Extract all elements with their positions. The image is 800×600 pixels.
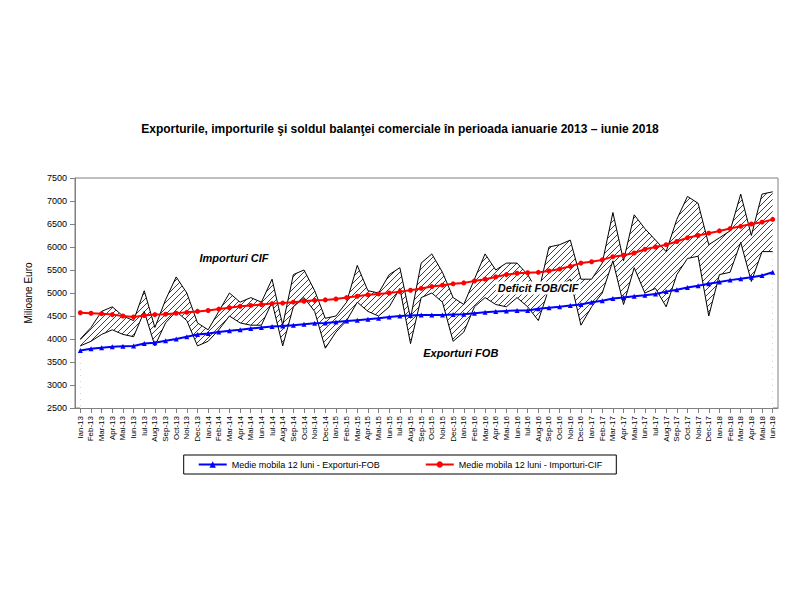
svg-text:Dec-16: Dec-16 [576,415,585,441]
svg-text:Dec-13: Dec-13 [193,415,202,441]
svg-text:Oct-13: Oct-13 [172,415,181,440]
svg-text:Milioane Euro: Milioane Euro [23,262,34,324]
svg-text:Ian-14: Ian-14 [204,415,213,438]
svg-text:Sep-13: Sep-13 [161,415,170,441]
svg-text:Dec-17: Dec-17 [704,415,713,441]
svg-text:Sep-16: Sep-16 [544,415,553,441]
svg-text:Dec-14: Dec-14 [321,415,330,441]
svg-text:Sep-14: Sep-14 [289,415,298,441]
svg-text:Oct-17: Oct-17 [683,415,692,440]
svg-text:Deficit FOB/CIF: Deficit FOB/CIF [498,282,579,294]
svg-text:Ian-13: Ian-13 [76,415,85,438]
svg-text:Mai-13: Mai-13 [118,415,127,440]
svg-text:Apr-18: Apr-18 [747,415,756,440]
svg-text:Importuri CIF: Importuri CIF [199,252,268,264]
svg-text:3000: 3000 [47,380,67,390]
svg-text:Ian-16: Ian-16 [459,415,468,438]
svg-text:Aug-15: Aug-15 [406,415,415,441]
svg-text:Feb-16: Feb-16 [470,415,479,441]
svg-text:Mai-16: Mai-16 [502,415,511,440]
svg-text:Iul-13: Iul-13 [140,415,149,436]
svg-text:Sep-17: Sep-17 [672,415,681,441]
svg-text:Feb-13: Feb-13 [86,415,95,441]
svg-text:Mar-17: Mar-17 [608,415,617,441]
svg-text:Iul-15: Iul-15 [395,415,404,436]
svg-text:Mar-16: Mar-16 [481,415,490,441]
svg-text:7000: 7000 [47,196,67,206]
svg-text:Dec-15: Dec-15 [449,415,458,441]
svg-text:6000: 6000 [47,242,67,252]
svg-text:7500: 7500 [47,173,67,183]
svg-text:Ian-18: Ian-18 [715,415,724,438]
svg-text:Medie mobila 12 luni - Importu: Medie mobila 12 luni - Importuri-CIF [459,460,603,470]
svg-text:Apr-13: Apr-13 [108,415,117,440]
svg-text:4000: 4000 [47,334,67,344]
svg-text:Noi-13: Noi-13 [182,415,191,439]
svg-text:Mai-18: Mai-18 [758,415,767,440]
svg-text:Mar-18: Mar-18 [736,415,745,441]
svg-text:4500: 4500 [47,311,67,321]
svg-text:Mar-15: Mar-15 [353,415,362,441]
svg-text:Ian-17: Ian-17 [587,415,596,438]
svg-text:Noi-17: Noi-17 [694,415,703,439]
svg-text:Mai-15: Mai-15 [374,415,383,440]
svg-text:Aug-14: Aug-14 [278,415,287,441]
svg-text:Feb-15: Feb-15 [342,415,351,441]
svg-text:Mar-13: Mar-13 [97,415,106,441]
svg-text:Iun-13: Iun-13 [129,415,138,438]
svg-text:Noi-14: Noi-14 [310,415,319,439]
svg-text:Iun-15: Iun-15 [385,415,394,438]
svg-text:Apr-16: Apr-16 [491,415,500,440]
svg-text:Exporturile, importurile şi so: Exporturile, importurile şi soldul balan… [141,122,659,136]
svg-text:Medie mobila 12 luni - Exportu: Medie mobila 12 luni - Exporturi-FOB [232,460,380,470]
svg-text:Iun-14: Iun-14 [257,415,266,438]
svg-text:Aug-13: Aug-13 [150,415,159,441]
svg-text:Exporturi FOB: Exporturi FOB [423,347,498,359]
svg-text:Iul-14: Iul-14 [268,415,277,436]
svg-text:Apr-17: Apr-17 [619,415,628,440]
svg-text:Oct-15: Oct-15 [427,415,436,440]
svg-text:5500: 5500 [47,265,67,275]
svg-text:3500: 3500 [47,357,67,367]
svg-text:Iun-16: Iun-16 [513,415,522,438]
svg-text:Apr-15: Apr-15 [363,415,372,440]
svg-text:Mar-14: Mar-14 [225,415,234,441]
svg-text:Iul-16: Iul-16 [523,415,532,436]
svg-text:Feb-17: Feb-17 [598,415,607,441]
svg-text:Oct-14: Oct-14 [300,415,309,440]
svg-text:Noi-15: Noi-15 [438,415,447,439]
svg-text:6500: 6500 [47,219,67,229]
svg-text:Aug-16: Aug-16 [534,415,543,441]
svg-text:Aug-17: Aug-17 [662,415,671,441]
svg-text:Mai-17: Mai-17 [630,415,639,440]
svg-text:Apr-14: Apr-14 [236,415,245,440]
svg-text:Sep-15: Sep-15 [417,415,426,441]
svg-text:Iun-17: Iun-17 [640,415,649,438]
svg-text:Noi-16: Noi-16 [566,415,575,439]
svg-text:2500: 2500 [47,403,67,413]
svg-text:Mai-14: Mai-14 [246,415,255,440]
svg-text:Oct-16: Oct-16 [555,415,564,440]
svg-text:Iul-17: Iul-17 [651,415,660,436]
svg-text:Feb-14: Feb-14 [214,415,223,441]
svg-text:Ian-15: Ian-15 [331,415,340,438]
svg-text:5000: 5000 [47,288,67,298]
svg-text:Feb-18: Feb-18 [726,415,735,441]
svg-text:Iun-18: Iun-18 [768,415,777,438]
